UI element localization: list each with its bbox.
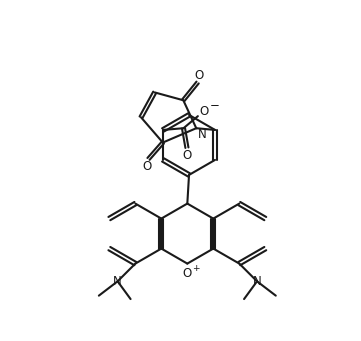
Text: N: N [253,275,261,288]
Text: −: − [209,100,219,113]
Text: O: O [199,105,209,118]
Text: O: O [182,149,192,162]
Text: O: O [183,267,192,280]
Text: N: N [198,128,206,141]
Text: +: + [192,264,200,273]
Text: N: N [113,275,122,288]
Text: O: O [143,160,152,173]
Text: O: O [194,69,204,81]
